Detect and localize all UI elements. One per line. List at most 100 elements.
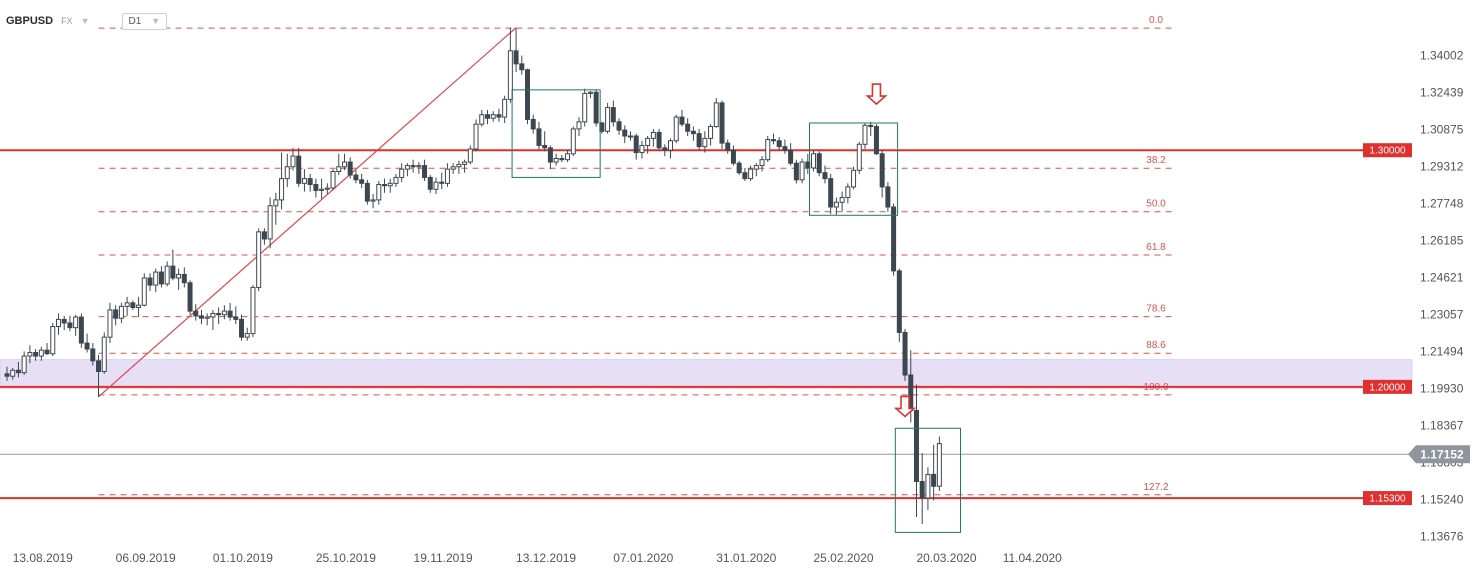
bearish-candle-body (519, 63, 525, 71)
bullish-candle-body (393, 176, 399, 184)
sell-arrows-layer (865, 83, 917, 418)
fib-level-label: 88.6 (1146, 340, 1166, 351)
candle (399, 163, 405, 183)
price-tick-label: 1.24621 (1420, 270, 1464, 284)
candle (158, 266, 164, 288)
bullish-candle-body (553, 157, 559, 163)
candle (730, 145, 736, 166)
candle (748, 165, 754, 181)
candle (936, 436, 942, 491)
bearish-candle-body (725, 142, 731, 151)
bullish-candle-body (370, 199, 376, 202)
fib-level-label: 61.8 (1146, 242, 1166, 253)
candle (593, 89, 599, 127)
bearish-candle-body (782, 146, 788, 151)
bearish-candle-body (919, 481, 925, 499)
support-zone (0, 359, 1413, 389)
bearish-candle-body (902, 331, 908, 376)
timeframe-value: D1 (128, 15, 142, 27)
candle (370, 193, 376, 209)
candle (708, 124, 714, 146)
candle (679, 109, 685, 127)
candle (444, 163, 450, 187)
candle (759, 156, 765, 172)
time-tick-label: 31.01.2020 (716, 551, 776, 565)
dropdown-caret-icon[interactable]: ▼ (80, 16, 90, 26)
bearish-candle-body (736, 162, 742, 174)
candle (113, 305, 119, 326)
chevron-down-icon: ▼ (151, 15, 161, 26)
bearish-candle-body (719, 102, 725, 144)
bullish-candle-body (925, 473, 931, 499)
price-tick-label: 1.19930 (1420, 382, 1464, 396)
bearish-candle-body (130, 302, 136, 309)
candle (439, 172, 445, 190)
candle (307, 173, 313, 192)
fib-level-label: 0.0 (1149, 15, 1163, 26)
candle (250, 285, 256, 338)
bearish-candle-body (147, 277, 153, 286)
bullish-candle-body (433, 181, 439, 190)
candle (239, 314, 245, 341)
candle (290, 147, 296, 171)
candle (627, 131, 633, 141)
candle (313, 178, 319, 198)
candle (227, 302, 233, 321)
candle (27, 345, 33, 364)
bearish-candle-body (364, 182, 370, 202)
candle (770, 133, 776, 145)
bullish-candle-body (404, 165, 410, 170)
candle (828, 173, 834, 215)
bearish-candle-body (422, 165, 428, 178)
candle (319, 178, 325, 199)
market-label[interactable]: FX (61, 16, 73, 26)
bullish-candle-body (605, 107, 611, 132)
bullish-candle-body (136, 304, 142, 309)
bullish-candle-body (462, 161, 468, 165)
candle (782, 139, 788, 154)
candle (839, 191, 845, 212)
price-axis[interactable]: 1.34002 1.32439 1.30875 1.29312 1.27748 1.261… (1420, 49, 1464, 544)
candle (410, 159, 416, 173)
bearish-candle-body (885, 186, 891, 208)
bearish-candle-body (239, 318, 245, 338)
time-axis[interactable]: 13.08.2019 06.09.2019 01.10.2019 25.10.2019… (13, 551, 1062, 565)
candle (456, 160, 462, 174)
candle (44, 343, 50, 355)
symbol-label[interactable]: GBPUSD (6, 15, 54, 27)
candle (341, 153, 347, 171)
bearish-candle-body (816, 153, 822, 174)
candle (479, 109, 485, 127)
candle (713, 98, 719, 128)
bullish-candle-body (490, 114, 496, 119)
candle (284, 153, 290, 187)
bullish-candle-body (668, 140, 674, 151)
candle (570, 126, 576, 157)
price-tick-label: 1.32439 (1420, 85, 1464, 99)
bearish-candle-body (96, 360, 102, 372)
bearish-candle-body (593, 91, 599, 124)
candle (862, 122, 868, 150)
bullish-candle-body (570, 128, 576, 155)
candle (141, 273, 147, 307)
bullish-candle-body (467, 148, 473, 163)
bullish-candle-body (387, 182, 393, 187)
candle (261, 228, 267, 245)
bullish-candle-body (753, 165, 759, 170)
bullish-candle-body (301, 178, 307, 184)
fib-level-label: 50.0 (1146, 199, 1166, 210)
bullish-candle-body (55, 318, 61, 328)
candle (210, 309, 216, 331)
candle (473, 119, 479, 152)
bearish-candle-body (696, 133, 702, 148)
bearish-candle-body (427, 176, 433, 190)
consolidation-boxes-layer (511, 89, 962, 533)
candle (330, 169, 336, 191)
bullish-candle-body (399, 168, 405, 178)
bullish-candle-body (153, 271, 159, 286)
candle (204, 313, 210, 326)
bearish-candle-body (90, 348, 96, 362)
timeframe-select[interactable]: D1 ▼ (121, 12, 168, 30)
candle (507, 27, 513, 103)
